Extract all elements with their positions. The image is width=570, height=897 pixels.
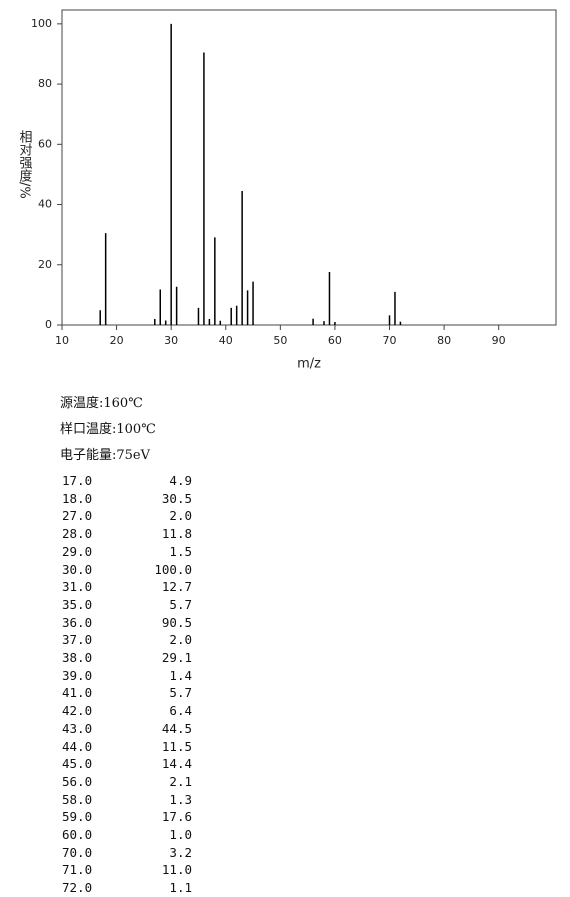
mz-cell: 30.0 [62, 561, 93, 577]
peak-row: 72.0 1.1 [62, 879, 192, 897]
peak-row: 27.0 2.0 [62, 507, 192, 525]
mz-cell: 72.0 [62, 880, 93, 896]
abundance-cell: 6.4 [169, 703, 192, 719]
peak-row: 42.0 6.4 [62, 702, 192, 720]
abundance-cell: 1.5 [169, 543, 192, 559]
peak-row: 59.0 17.6 [62, 808, 192, 826]
mz-cell: 44.0 [62, 738, 93, 754]
abundance-cell: 2.0 [169, 632, 192, 648]
abundance-cell: 100.0 [154, 561, 192, 577]
peak-row: 39.0 1.4 [62, 667, 192, 685]
peak-row: 29.0 1.5 [62, 543, 192, 561]
source-temperature: 源温度:160℃ [60, 396, 143, 411]
abundance-cell: 44.5 [161, 720, 192, 736]
peak-row: 36.0 90.5 [62, 614, 192, 632]
mz-cell: 71.0 [62, 862, 93, 878]
peak-table: 17.0 4.9 18.0 30.5 27.0 2.0 28.0 11.8 29.0 1.5 30.… [62, 472, 192, 897]
y-tick-label: 60 [38, 137, 52, 150]
abundance-cell: 1.3 [169, 791, 192, 807]
abundance-cell: 4.9 [169, 473, 192, 488]
abundance-cell: 17.6 [161, 809, 192, 825]
peak-row: 41.0 5.7 [62, 684, 192, 702]
x-tick-label: 90 [492, 334, 506, 347]
peak-row: 43.0 44.5 [62, 720, 192, 738]
mz-cell: 56.0 [62, 773, 93, 789]
mz-cell: 60.0 [62, 827, 93, 843]
peak-row: 44.0 11.5 [62, 738, 192, 756]
mz-cell: 59.0 [62, 809, 93, 825]
peak-row: 37.0 2.0 [62, 631, 192, 649]
x-tick-label: 50 [273, 334, 287, 347]
mz-cell: 45.0 [62, 756, 93, 772]
mz-cell: 41.0 [62, 685, 93, 701]
y-tick-label: 40 [38, 198, 52, 211]
mz-cell: 36.0 [62, 614, 93, 630]
abundance-cell: 2.1 [169, 773, 192, 789]
peak-row: 56.0 2.1 [62, 773, 192, 791]
x-tick-label: 80 [437, 334, 451, 347]
x-tick-label: 30 [164, 334, 178, 347]
mz-cell: 38.0 [62, 650, 93, 666]
peak-row: 60.0 1.0 [62, 826, 192, 844]
peak-row: 58.0 1.3 [62, 791, 192, 809]
peak-row: 70.0 3.2 [62, 844, 192, 862]
abundance-cell: 1.0 [169, 827, 192, 843]
plot-frame [61, 9, 557, 326]
x-tick-label: 40 [219, 334, 233, 347]
peak-row: 30.0 100.0 [62, 561, 192, 579]
abundance-cell: 2.0 [169, 508, 192, 524]
mz-cell: 18.0 [62, 490, 93, 506]
abundance-cell: 11.5 [161, 738, 192, 754]
y-axis-label: 相对强度/% [17, 130, 33, 199]
x-axis-label: m/z [297, 357, 321, 372]
mz-cell: 29.0 [62, 543, 93, 559]
peak-row: 31.0 12.7 [62, 578, 192, 596]
y-tick-label: 0 [45, 318, 52, 331]
abundance-cell: 5.7 [169, 685, 192, 701]
peak-row: 45.0 14.4 [62, 755, 192, 773]
mz-cell: 31.0 [62, 579, 93, 595]
mz-cell: 35.0 [62, 596, 93, 612]
abundance-cell: 1.1 [169, 880, 192, 896]
x-tick-label: 70 [383, 334, 397, 347]
y-tick-label: 100 [31, 17, 52, 30]
peak-row: 38.0 29.1 [62, 649, 192, 667]
mz-cell: 39.0 [62, 667, 93, 683]
abundance-cell: 29.1 [161, 650, 192, 666]
chart: m/z 相对强度/% 0 20 40 60 80 100 10 20 30 40 50 60 70 80 9… [17, 9, 557, 372]
abundance-cell: 5.7 [169, 596, 192, 612]
abundance-cell: 3.2 [169, 844, 192, 860]
x-tick-label: 10 [55, 334, 69, 347]
y-tick-label: 20 [38, 258, 52, 271]
inlet-temperature: 样口温度:100℃ [60, 422, 156, 437]
x-tick-label: 60 [328, 334, 342, 347]
abundance-cell: 1.4 [169, 667, 192, 683]
peak-row: 17.0 4.9 [62, 472, 192, 490]
x-tick-label: 20 [110, 334, 124, 347]
electron-energy: 电子能量:75eV [60, 448, 151, 463]
abundance-cell: 90.5 [161, 614, 192, 630]
mz-cell: 28.0 [62, 526, 93, 542]
abundance-cell: 11.0 [161, 862, 192, 878]
abundance-cell: 30.5 [161, 490, 192, 506]
mz-cell: 58.0 [62, 791, 93, 807]
mz-cell: 37.0 [62, 632, 93, 648]
peak-row: 18.0 30.5 [62, 490, 192, 508]
peak-row: 28.0 11.8 [62, 525, 192, 543]
mz-cell: 43.0 [62, 720, 93, 736]
abundance-cell: 14.4 [161, 756, 192, 772]
peak-row: 35.0 5.7 [62, 596, 192, 614]
mz-cell: 27.0 [62, 508, 93, 524]
peak-row: 71.0 11.0 [62, 861, 192, 879]
abundance-cell: 12.7 [161, 579, 192, 595]
mz-cell: 70.0 [62, 844, 93, 860]
y-tick-label: 80 [38, 77, 52, 90]
mz-cell: 42.0 [62, 703, 93, 719]
abundance-cell: 11.8 [161, 526, 192, 542]
mz-cell: 17.0 [62, 473, 93, 488]
